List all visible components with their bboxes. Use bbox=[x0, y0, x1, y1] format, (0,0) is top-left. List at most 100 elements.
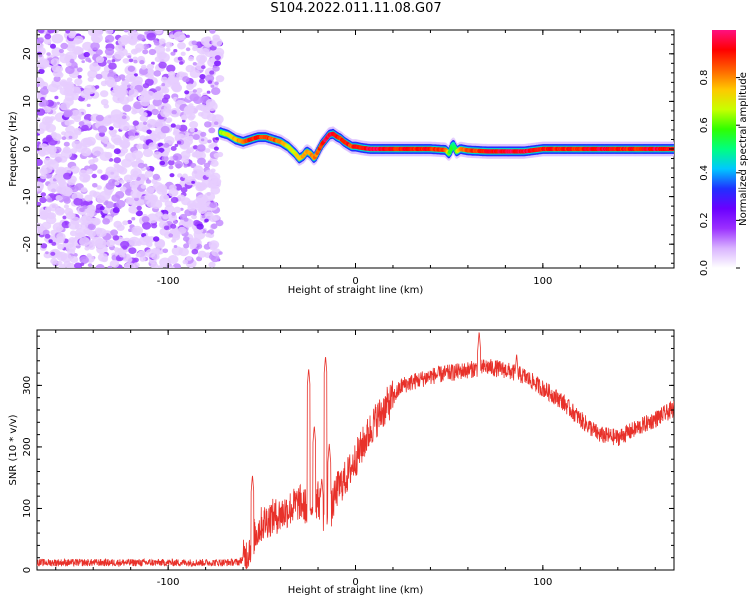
noise-speckle bbox=[80, 222, 89, 229]
y-tick-label: -10 bbox=[22, 188, 33, 204]
noise-speckle bbox=[195, 243, 203, 250]
spectrogram-x-ticks: -100 0 100 bbox=[55, 30, 656, 287]
noise-speckle bbox=[135, 210, 143, 217]
noise-speckle bbox=[61, 136, 67, 141]
noise-speckle bbox=[139, 256, 146, 262]
noise-speckle bbox=[97, 125, 108, 134]
noise-speckle bbox=[177, 42, 186, 50]
noise-speckle bbox=[149, 133, 158, 140]
noise-speckle bbox=[191, 214, 197, 220]
noise-speckle bbox=[37, 30, 45, 34]
noise-speckle bbox=[112, 207, 120, 214]
x-tick-label: 100 bbox=[533, 276, 552, 287]
noise-speckle bbox=[190, 66, 196, 71]
noise-speckle bbox=[70, 109, 82, 120]
noise-speckle bbox=[70, 86, 82, 96]
noise-speckle bbox=[163, 142, 170, 148]
noise-speckle bbox=[208, 144, 214, 149]
noise-speckle bbox=[74, 262, 82, 268]
noise-speckle bbox=[154, 239, 166, 249]
noise-speckle bbox=[211, 37, 223, 47]
noise-speckle bbox=[91, 173, 98, 179]
noise-speckle bbox=[114, 51, 125, 60]
snr-y-ticks: 0 100 200 300 bbox=[22, 335, 674, 573]
noise-speckle bbox=[97, 253, 109, 262]
noise-speckle bbox=[199, 74, 206, 80]
noise-speckle bbox=[208, 261, 216, 268]
noise-speckle bbox=[152, 98, 163, 107]
noise-speckle bbox=[167, 159, 175, 166]
noise-speckle bbox=[73, 38, 81, 45]
noise-speckle bbox=[95, 73, 103, 80]
noise-speckle bbox=[211, 248, 222, 257]
noise-speckle bbox=[77, 75, 82, 79]
noise-speckle bbox=[66, 262, 76, 268]
noise-speckle bbox=[44, 233, 51, 239]
noise-speckle bbox=[55, 195, 63, 201]
noise-speckle bbox=[42, 116, 54, 126]
noise-speckle bbox=[127, 65, 136, 72]
noise-speckle bbox=[140, 184, 147, 189]
noise-speckle bbox=[108, 69, 114, 74]
noise-speckle bbox=[176, 140, 182, 145]
noise-speckle bbox=[55, 207, 65, 216]
noise-speckle bbox=[46, 136, 52, 142]
noise-speckle bbox=[161, 97, 169, 104]
noise-speckle bbox=[86, 168, 94, 175]
noise-speckle bbox=[136, 205, 142, 211]
noise-speckle bbox=[66, 77, 73, 83]
noise-speckle bbox=[112, 235, 120, 241]
noise-speckle bbox=[107, 265, 113, 268]
noise-speckle bbox=[141, 216, 150, 223]
noise-speckle bbox=[142, 83, 150, 89]
noise-speckle bbox=[65, 125, 76, 134]
noise-speckle bbox=[95, 264, 105, 268]
noise-speckle bbox=[66, 243, 76, 253]
noise-speckle bbox=[50, 58, 60, 66]
noise-speckle bbox=[204, 121, 212, 128]
colorbar-ticks: 0.0 0.2 0.4 0.6 0.8 bbox=[699, 70, 740, 276]
noise-speckle bbox=[177, 56, 183, 61]
noise-speckle bbox=[131, 150, 144, 160]
noise-speckle bbox=[158, 52, 170, 63]
noise-speckle bbox=[119, 34, 131, 44]
noise-speckle bbox=[88, 159, 95, 165]
noise-speckle bbox=[189, 121, 199, 129]
noise-speckle bbox=[183, 159, 189, 165]
noise-speckle bbox=[60, 42, 68, 50]
noise-speckle bbox=[69, 119, 75, 125]
noise-speckle bbox=[78, 121, 85, 126]
noise-speckle bbox=[113, 137, 123, 146]
noise-speckle bbox=[79, 237, 90, 247]
noise-speckle bbox=[210, 223, 218, 229]
noise-speckle bbox=[83, 51, 90, 58]
noise-speckle bbox=[189, 128, 195, 133]
noise-speckle bbox=[209, 30, 216, 34]
noise-speckle bbox=[182, 236, 190, 242]
noise-speckle bbox=[206, 90, 211, 94]
colorbar-label: Normalized spectral amplitude bbox=[738, 72, 749, 226]
noise-speckle bbox=[209, 70, 215, 75]
noise-speckle bbox=[196, 194, 208, 204]
y-tick-label: 0 bbox=[22, 567, 33, 573]
noise-speckle bbox=[90, 33, 103, 43]
noise-speckle bbox=[39, 196, 47, 204]
noise-speckle bbox=[128, 205, 138, 214]
noise-speckle bbox=[56, 251, 68, 261]
x-tick-label: -100 bbox=[157, 276, 180, 287]
noise-speckle bbox=[105, 182, 115, 190]
noise-speckle bbox=[63, 141, 70, 147]
noise-speckle bbox=[128, 38, 137, 46]
noise-speckle bbox=[191, 169, 204, 179]
snr-frame bbox=[36, 329, 675, 571]
noise-speckle bbox=[87, 263, 93, 267]
noise-speckle bbox=[146, 32, 156, 41]
noise-speckle bbox=[180, 51, 186, 56]
noise-speckle bbox=[159, 160, 166, 166]
noise-speckle bbox=[204, 148, 211, 153]
noise-speckle bbox=[199, 78, 205, 84]
noise-speckle bbox=[132, 227, 142, 236]
noise-speckle bbox=[103, 103, 110, 109]
noise-speckle bbox=[133, 101, 143, 110]
noise-speckle bbox=[173, 245, 178, 248]
